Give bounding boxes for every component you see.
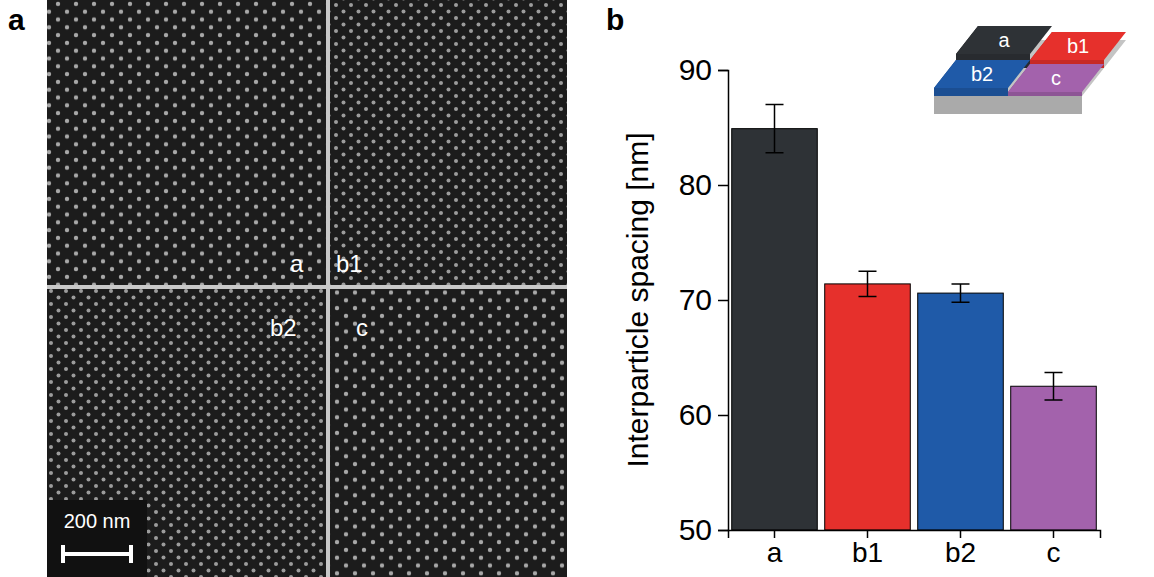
y-tick: 80 xyxy=(679,168,728,201)
bar xyxy=(825,284,911,530)
inset-tile-top xyxy=(956,26,1052,54)
y-axis: 50 60 70 80 90 xyxy=(679,53,729,546)
x-tick: b1 xyxy=(852,530,883,568)
error-bar xyxy=(766,105,784,153)
y-axis-line xyxy=(718,71,729,531)
plot-area xyxy=(732,105,1097,531)
scale-bar-label: 200 nm xyxy=(64,510,131,532)
region-b1 xyxy=(328,0,567,287)
region-b2 xyxy=(47,287,328,577)
y-tick-mark xyxy=(718,530,728,532)
y-tick-label: 60 xyxy=(679,398,712,431)
panel-letter: a xyxy=(8,3,25,36)
bar xyxy=(918,293,1004,530)
inset-label: c xyxy=(1051,67,1061,89)
inset: a b1 b2 c xyxy=(934,26,1126,114)
inset-label: a xyxy=(998,29,1010,51)
x-tick-label: b2 xyxy=(945,537,976,568)
inset-label: b1 xyxy=(1067,35,1089,57)
x-axis: a b1 b2 c xyxy=(729,530,1101,568)
sem-image: a b1 b2 c 200 nm xyxy=(47,0,567,577)
region-label: b2 xyxy=(270,314,297,341)
y-tick-label: 80 xyxy=(679,168,712,201)
region-a xyxy=(47,0,328,287)
region-label: c xyxy=(356,314,368,341)
y-tick: 70 xyxy=(679,283,728,316)
inset-base-front xyxy=(934,96,1082,114)
y-tick-mark xyxy=(718,70,728,72)
x-tick: c xyxy=(1047,530,1061,568)
bar xyxy=(732,129,818,530)
y-tick: 90 xyxy=(679,53,728,86)
inset-tile-front xyxy=(1008,92,1082,96)
x-tick-label: b1 xyxy=(852,537,883,568)
y-axis-title: Interparticle spacing [nm] xyxy=(621,132,654,467)
scale-bar xyxy=(63,545,131,563)
y-tick-mark xyxy=(718,415,728,417)
y-tick-label: 70 xyxy=(679,283,712,316)
region-label: a xyxy=(290,250,304,277)
y-tick-mark xyxy=(718,300,728,302)
region-c xyxy=(328,287,567,577)
x-tick-label: a xyxy=(767,537,783,568)
panel-letter: b xyxy=(606,3,624,36)
edge-line xyxy=(47,285,567,289)
error-bar xyxy=(952,284,970,302)
y-tick-label: 90 xyxy=(679,53,712,86)
y-tick-label: 50 xyxy=(679,513,712,546)
x-tick: b2 xyxy=(945,530,976,568)
y-tick-mark xyxy=(718,185,728,187)
scale-bar-box xyxy=(47,500,147,577)
x-tick: a xyxy=(767,530,783,568)
y-tick: 50 xyxy=(679,513,728,546)
x-tick-label: c xyxy=(1047,537,1061,568)
inset-label: b2 xyxy=(971,63,993,85)
region-label: b1 xyxy=(336,250,363,277)
inset-tile-top xyxy=(1030,32,1126,60)
error-bar xyxy=(859,271,877,296)
x-axis-line xyxy=(729,531,1101,539)
error-bar xyxy=(1045,372,1063,400)
bar xyxy=(1011,386,1097,530)
y-tick: 60 xyxy=(679,398,728,431)
inset-tile-top xyxy=(1008,64,1104,92)
inset-tile-front xyxy=(934,88,1008,96)
